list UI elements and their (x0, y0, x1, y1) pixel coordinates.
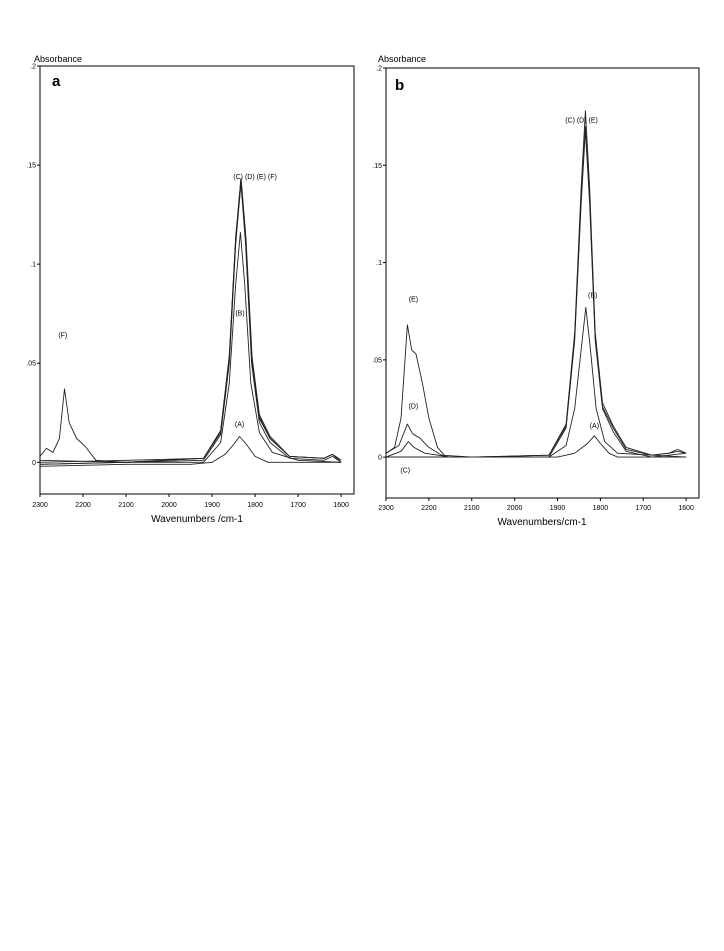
curve-annotation: (F) (58, 332, 67, 339)
x-tick-label: 2300 (378, 505, 394, 512)
curve-annotation: (A) (590, 423, 599, 430)
y-tick-label: .05 (26, 361, 36, 368)
spectrum-line-6 (39, 178, 342, 463)
panel-a-letter: a (52, 73, 61, 90)
panel-a-plot-frame (39, 65, 355, 495)
x-tick-label: 1900 (204, 502, 220, 509)
y-tick-label: 0 (32, 460, 36, 467)
curve-annotation: (A) (235, 422, 244, 429)
x-tick-label: 2100 (118, 502, 134, 509)
panel-a-ylabel: Absorbance (34, 54, 82, 64)
panel-b-ylabel: Absorbance (378, 54, 426, 64)
panel-a: a Absorbance .2 .15 .1 .05 0 2300 2200 2100 200… (26, 54, 355, 525)
curve-annotation: (C) (D) (E) (F) (233, 174, 277, 181)
y-tick-label: .1 (30, 262, 36, 269)
panel-a-xlabel: Wavenumbers /cm-1 (151, 514, 243, 525)
y-tick-label: .05 (372, 357, 382, 364)
x-tick-label: 2200 (75, 502, 91, 509)
y-tick-label: 0 (378, 455, 382, 462)
x-tick-label: 1800 (593, 505, 609, 512)
curve-annotation: (B) (235, 311, 244, 318)
x-tick-label: 1700 (290, 502, 306, 509)
curve-annotation: (C) (D) (E) (565, 117, 598, 124)
curve-annotation: (B) (588, 293, 597, 300)
x-tick-label: 1600 (333, 502, 349, 509)
panel-a-series (39, 178, 342, 467)
x-tick-label: 1800 (247, 502, 263, 509)
x-tick-label: 2200 (421, 505, 437, 512)
x-tick-label: 1600 (678, 505, 694, 512)
x-tick-label: 2000 (507, 505, 523, 512)
x-tick-label: 2300 (32, 502, 48, 509)
x-tick-label: 1900 (550, 505, 566, 512)
panel-a-yticks: .2 .15 .1 .05 0 (26, 64, 40, 467)
panel-b-xticks: 2300 2200 2100 2000 1900 1800 1700 1600 (378, 498, 694, 512)
panel-b-annotations: (C) (D) (E) (E) (B) (D) (A) (C) (400, 117, 599, 474)
panel-b: b Absorbance .2 .15 .1 .05 0 2300 2200 2100 200… (372, 54, 700, 528)
panel-a-xticks: 2300 2200 2100 2000 1900 1800 1700 1600 (32, 494, 349, 509)
curve-annotation: (D) (409, 403, 419, 410)
panel-b-letter: b (395, 77, 404, 94)
spectrum-line-2 (39, 231, 342, 463)
y-tick-label: .15 (26, 163, 36, 170)
y-tick-label: .2 (376, 66, 382, 73)
panel-b-xlabel: Wavenumbers/cm-1 (497, 517, 587, 528)
y-tick-label: .2 (30, 64, 36, 71)
curve-annotation: (C) (400, 468, 410, 475)
curve-annotation: (E) (409, 296, 418, 303)
panel-b-series (385, 110, 687, 458)
panel-b-plot-frame (385, 67, 700, 499)
panel-a-annotations: (C) (D) (E) (F) (B) (F) (A) (58, 174, 277, 429)
y-tick-label: .1 (376, 260, 382, 267)
x-tick-label: 2100 (464, 505, 480, 512)
spectrum-line-1 (39, 436, 342, 467)
y-tick-label: .15 (372, 163, 382, 170)
x-tick-label: 1700 (635, 505, 651, 512)
x-tick-label: 2000 (161, 502, 177, 509)
spectrum-line-5 (385, 110, 687, 458)
panel-b-yticks: .2 .15 .1 .05 0 (372, 66, 386, 462)
